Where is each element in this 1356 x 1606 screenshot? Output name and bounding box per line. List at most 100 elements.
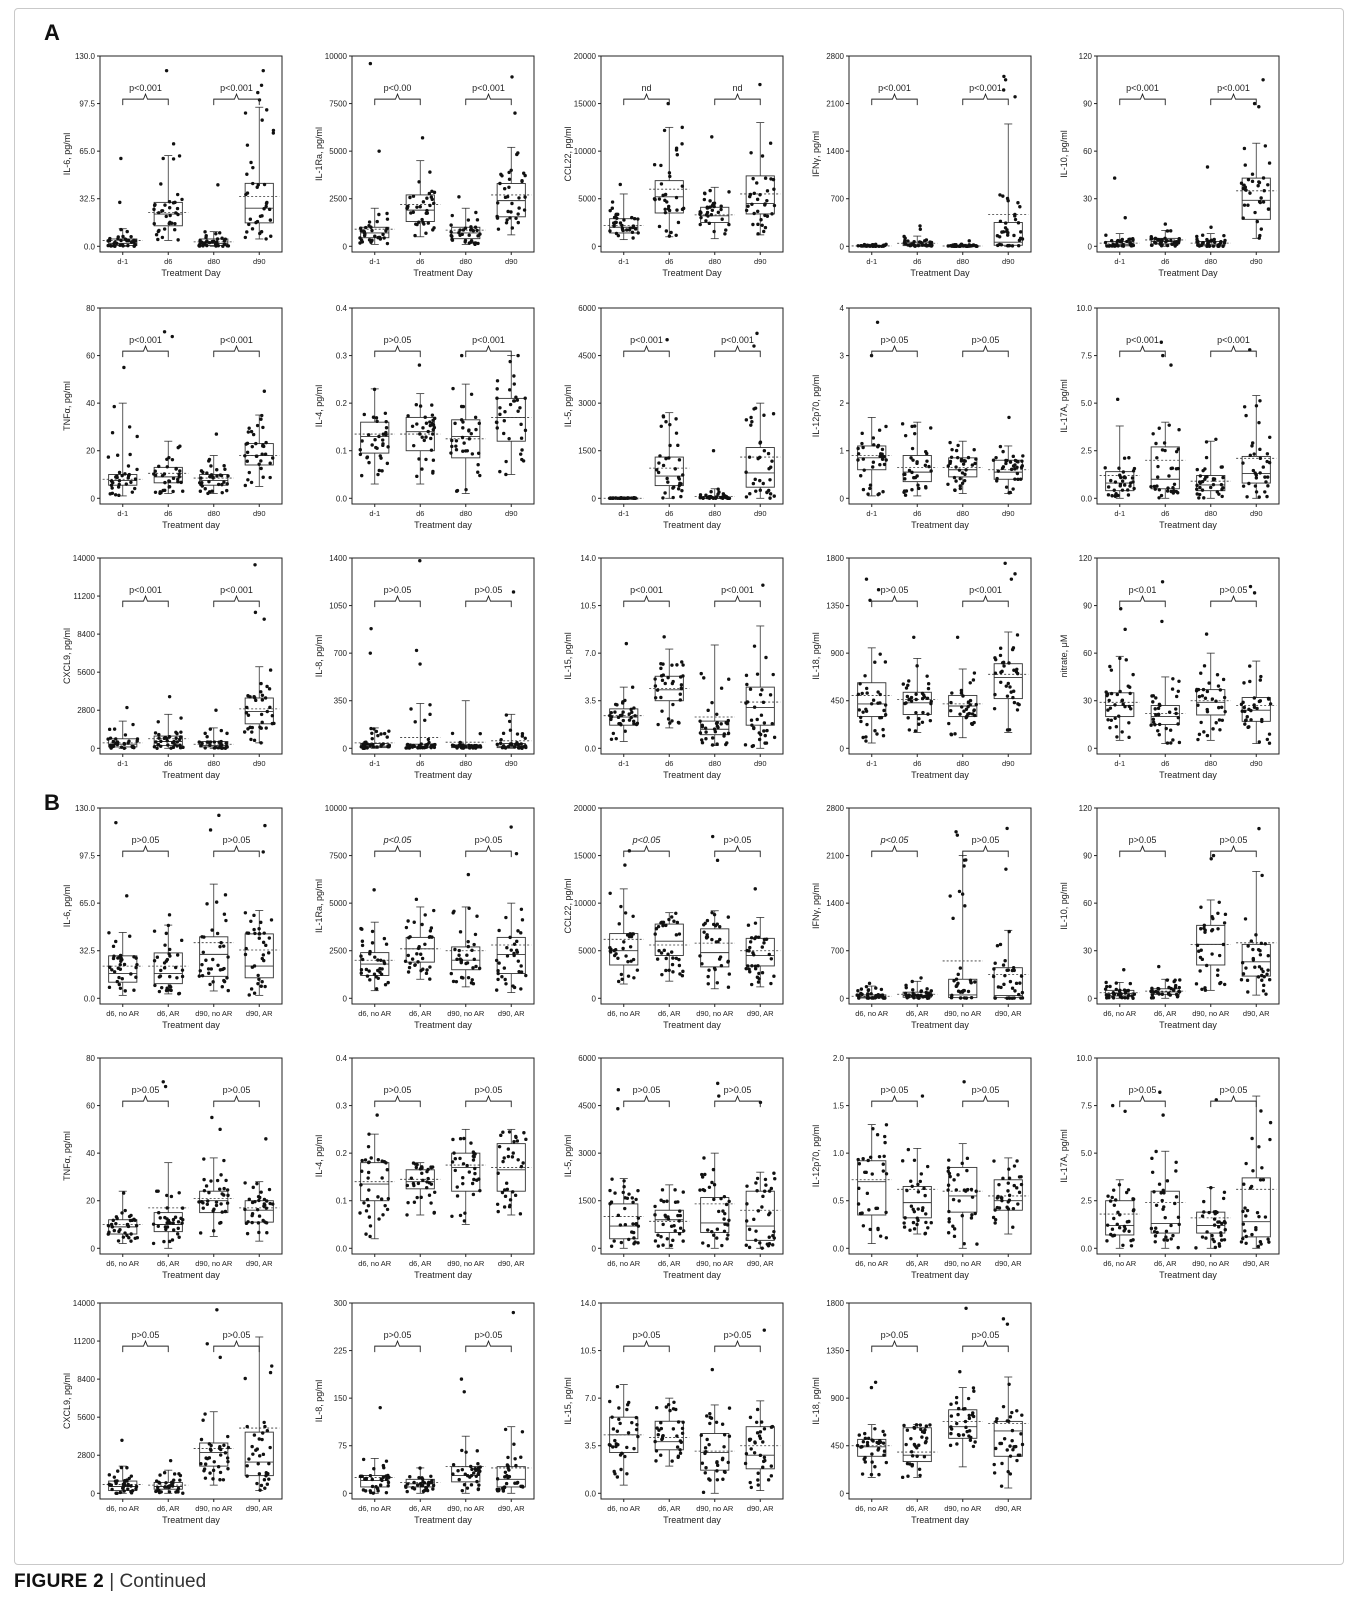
data-point xyxy=(680,488,684,493)
x-tick-label: d-1 xyxy=(117,257,128,266)
data-point xyxy=(431,427,436,432)
data-point xyxy=(704,219,708,223)
data-point xyxy=(171,476,176,481)
data-point xyxy=(261,425,265,430)
data-point xyxy=(269,234,273,238)
data-point xyxy=(420,922,424,927)
data-point xyxy=(1157,722,1162,727)
data-point xyxy=(881,490,885,494)
data-point xyxy=(1263,942,1267,946)
y-tick-label: 90 xyxy=(1083,852,1092,861)
data-point xyxy=(906,716,910,720)
data-point xyxy=(250,965,255,969)
p-value-label: p>0.05 xyxy=(223,835,251,845)
outlier-point xyxy=(509,825,513,829)
data-point xyxy=(518,406,522,410)
box-iqr xyxy=(609,1203,639,1240)
x-tick-label: d6, no AR xyxy=(106,1009,140,1018)
data-point xyxy=(1153,1240,1157,1244)
y-tick-label: 2800 xyxy=(826,804,844,813)
data-point xyxy=(171,1228,176,1232)
data-point xyxy=(1258,1178,1263,1182)
data-point xyxy=(906,683,910,688)
data-point xyxy=(1259,941,1264,946)
data-point xyxy=(1204,455,1209,460)
box-d6 xyxy=(400,136,441,238)
data-point xyxy=(455,488,460,493)
data-point xyxy=(881,734,886,738)
y-tick-label: 1400 xyxy=(826,147,844,156)
data-point xyxy=(458,1156,462,1161)
box-d90 xyxy=(239,68,280,241)
data-point xyxy=(964,1189,968,1193)
data-point xyxy=(1154,713,1158,717)
y-tick-label: 65.0 xyxy=(79,899,95,908)
data-point xyxy=(704,936,709,940)
significance-bracket xyxy=(623,1094,670,1108)
outlier-point xyxy=(214,432,219,436)
box-d6-no-ar xyxy=(1099,1103,1140,1249)
data-point xyxy=(449,223,453,227)
data-point xyxy=(262,182,267,187)
data-point xyxy=(252,695,256,699)
x-axis-label: Treatment day xyxy=(1159,520,1217,530)
data-point xyxy=(1259,1109,1263,1113)
data-point xyxy=(420,956,425,961)
data-point xyxy=(376,235,380,240)
box-d90-ar xyxy=(1236,1095,1277,1249)
data-point xyxy=(871,698,876,702)
data-point xyxy=(703,191,707,196)
data-point xyxy=(701,496,705,500)
p-value-label: p>0.05 xyxy=(881,335,909,345)
data-point xyxy=(163,480,167,485)
y-tick-label: 2100 xyxy=(826,852,844,861)
data-point xyxy=(1241,216,1245,220)
data-point xyxy=(995,234,1000,238)
data-point xyxy=(710,910,714,915)
data-point xyxy=(242,730,247,734)
data-point xyxy=(769,177,773,181)
data-point xyxy=(744,701,748,705)
data-point xyxy=(117,1229,121,1234)
data-point xyxy=(1241,484,1246,488)
data-point xyxy=(365,1197,370,1202)
y-tick-label: 1500 xyxy=(578,447,596,456)
data-point xyxy=(874,244,879,248)
data-point xyxy=(466,944,471,949)
data-point xyxy=(667,204,671,209)
data-point xyxy=(458,1213,463,1218)
data-point xyxy=(882,1154,886,1158)
data-point xyxy=(151,1241,156,1246)
x-tick-label: d6 xyxy=(913,509,921,518)
data-point xyxy=(660,1188,665,1192)
data-point xyxy=(204,1184,209,1188)
data-point xyxy=(1167,474,1171,478)
data-point xyxy=(367,223,371,228)
data-point xyxy=(420,1171,424,1176)
data-point xyxy=(208,982,212,987)
data-point xyxy=(612,948,616,953)
data-point xyxy=(864,686,869,691)
data-point xyxy=(257,936,261,940)
data-point xyxy=(975,244,979,248)
data-point xyxy=(168,974,172,979)
y-tick-label: 7.5 xyxy=(1081,352,1093,361)
data-point xyxy=(1212,1217,1217,1221)
data-point xyxy=(463,240,467,244)
outlier-point xyxy=(1009,577,1014,581)
data-point xyxy=(505,218,509,222)
data-point xyxy=(408,961,412,965)
x-tick-label: d90 xyxy=(754,257,767,266)
data-point xyxy=(212,239,216,244)
x-tick-label: d80 xyxy=(956,257,969,266)
data-point xyxy=(856,1157,860,1162)
data-point xyxy=(1011,487,1015,491)
data-point xyxy=(1105,1223,1110,1227)
data-point xyxy=(208,727,213,731)
significance-bracket xyxy=(962,1094,1009,1108)
panel-b-label: B xyxy=(44,790,60,815)
data-point xyxy=(385,241,390,246)
data-point xyxy=(875,1133,880,1137)
data-point xyxy=(117,482,121,487)
data-point xyxy=(1007,929,1011,934)
